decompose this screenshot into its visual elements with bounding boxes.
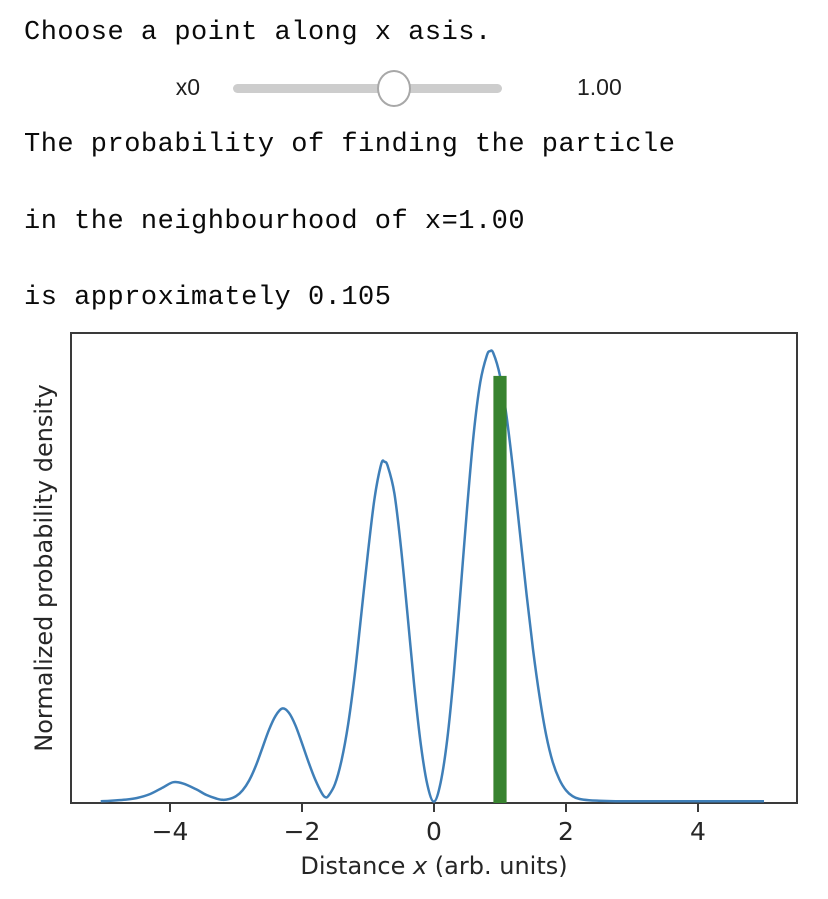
output-line-probability: The probability of finding the particle xyxy=(24,130,676,160)
output-line-neighbourhood: in the neighbourhood of x=1.00 xyxy=(24,207,526,237)
slider-label: x0 xyxy=(175,74,200,100)
slider-readout: 1.00 xyxy=(577,74,622,100)
probability-density-chart: −4 −2 0 2 4 Distance x (arb. units) Normaliz… xyxy=(0,330,828,894)
x-tick-label: 0 xyxy=(426,817,442,846)
chart-svg: −4 −2 0 2 4 Distance x (arb. units) Normaliz… xyxy=(30,332,798,880)
density-curve xyxy=(100,349,764,803)
x-tick-label: −4 xyxy=(152,817,189,846)
slider-handle[interactable] xyxy=(377,70,412,107)
x-tick-label: 4 xyxy=(690,817,706,846)
output-line-value: is approximately 0.105 xyxy=(24,283,392,313)
y-axis-label: Normalized probability density xyxy=(30,384,58,751)
x-axis-label: Distance x (arb. units) xyxy=(300,852,567,880)
prompt-text: Choose a point along x asis. xyxy=(24,18,492,48)
plot-area xyxy=(70,332,798,804)
x-tick-label: −2 xyxy=(284,817,321,846)
selected-neighbourhood-bar xyxy=(493,375,507,803)
slider-track[interactable] xyxy=(233,84,502,93)
x-tick-label: 2 xyxy=(558,817,574,846)
